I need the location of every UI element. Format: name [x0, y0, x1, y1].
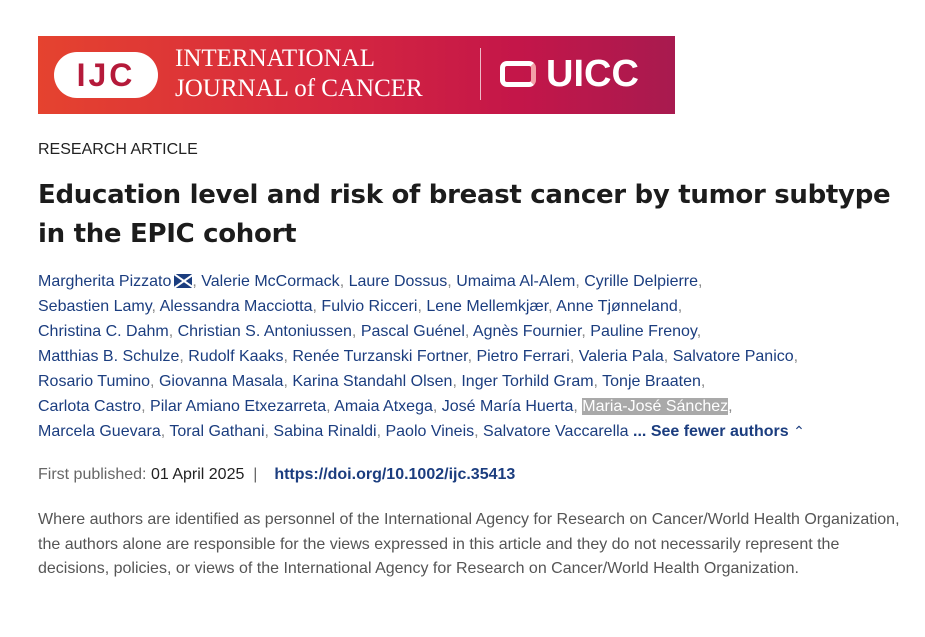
separator: |: [248, 466, 262, 483]
author-link[interactable]: Anne Tjønneland: [556, 298, 678, 315]
envelope-icon[interactable]: [174, 274, 193, 288]
journal-name: INTERNATIONAL JOURNAL of CANCER: [175, 44, 423, 104]
author-link[interactable]: Pascal Guénel: [360, 323, 465, 340]
author-link[interactable]: Marcela Guevara: [38, 423, 161, 440]
author-link[interactable]: Umaima Al-Alem: [456, 273, 576, 290]
author-line: Rosario Tumino, Giovanna Masala, Karina …: [38, 373, 706, 390]
article-type: RESEARCH ARTICLE: [38, 141, 198, 158]
author-link[interactable]: Sabina Rinaldi: [273, 423, 377, 440]
author-link[interactable]: Salvatore Vaccarella: [483, 423, 629, 440]
author-line: Marcela Guevara, Toral Gathani, Sabina R…: [38, 423, 805, 440]
author-link[interactable]: Valerie McCormack: [201, 273, 340, 290]
author-link[interactable]: Inger Torhild Gram: [461, 373, 594, 390]
article-title: Education level and risk of breast cance…: [38, 180, 891, 249]
see-fewer-label: ... See fewer authors: [633, 423, 789, 440]
author-link[interactable]: Lene Mellemkjær: [426, 298, 549, 315]
author-link[interactable]: Rosario Tumino: [38, 373, 151, 390]
uicc-logo: UICC: [500, 48, 639, 100]
author-link[interactable]: Margherita Pizzato: [38, 273, 172, 290]
author-link[interactable]: Sebastien Lamy: [38, 298, 152, 315]
author-link[interactable]: Toral Gathani: [169, 423, 265, 440]
author-link[interactable]: Laure Dossus: [348, 273, 448, 290]
uicc-text: UICC: [546, 53, 639, 95]
author-link[interactable]: Tonje Braaten: [602, 373, 701, 390]
author-link[interactable]: Fulvio Ricceri: [321, 298, 418, 315]
author-line: Margherita Pizzato, Valerie McCormack, L…: [38, 273, 703, 290]
author-link[interactable]: Cyrille Delpierre: [584, 273, 699, 290]
first-published-date: 01 April 2025: [150, 466, 245, 483]
author-link[interactable]: Matthias B. Schulze: [38, 348, 180, 365]
author-link[interactable]: Paolo Vineis: [385, 423, 475, 440]
journal-name-line2: JOURNAL of CANCER: [175, 75, 423, 102]
author-link[interactable]: Karina Standahl Olsen: [292, 373, 453, 390]
author-link[interactable]: Pilar Amiano Etxezarreta: [150, 398, 327, 415]
author-link[interactable]: Agnès Fournier: [472, 323, 582, 340]
author-link[interactable]: Valeria Pala: [578, 348, 664, 365]
author-line: Carlota Castro, Pilar Amiano Etxezarreta…: [38, 398, 733, 415]
see-fewer-authors-button[interactable]: ... See fewer authors ⌃: [633, 423, 805, 440]
author-link[interactable]: Rudolf Kaaks: [188, 348, 284, 365]
author-list: Margherita Pizzato, Valerie McCormack, L…: [38, 269, 918, 444]
ijc-logo: IJC: [54, 52, 158, 98]
chevron-up-icon: ⌃: [793, 423, 805, 439]
author-line: Sebastien Lamy, Alessandra Macciotta, Fu…: [38, 298, 683, 315]
uicc-icon: [500, 61, 536, 87]
author-link[interactable]: Christina C. Dahm: [38, 323, 169, 340]
author-link[interactable]: Pauline Frenoy: [590, 323, 697, 340]
first-published-label: First published:: [38, 466, 147, 483]
journal-name-line1: INTERNATIONAL: [175, 45, 375, 72]
author-link[interactable]: Amaia Atxega: [334, 398, 433, 415]
doi-link[interactable]: https://doi.org/10.1002/ijc.35413: [274, 466, 516, 483]
divider: [480, 48, 481, 100]
author-link[interactable]: José María Huerta: [441, 398, 574, 415]
author-link[interactable]: Alessandra Macciotta: [159, 298, 313, 315]
journal-banner[interactable]: IJC INTERNATIONAL JOURNAL of CANCER UICC: [38, 36, 675, 114]
author-line: Matthias B. Schulze, Rudolf Kaaks, Renée…: [38, 348, 799, 365]
author-link[interactable]: Salvatore Panico: [672, 348, 794, 365]
author-link[interactable]: Carlota Castro: [38, 398, 142, 415]
author-link[interactable]: Renée Turzanski Fortner: [292, 348, 468, 365]
publication-info: First published: 01 April 2025 | https:/…: [38, 466, 515, 484]
author-link[interactable]: Pietro Ferrari: [476, 348, 570, 365]
disclaimer-note: Where authors are identified as personne…: [38, 511, 900, 577]
author-link[interactable]: Maria-José Sánchez: [582, 398, 729, 415]
author-link[interactable]: Christian S. Antoniussen: [177, 323, 352, 340]
author-link[interactable]: Giovanna Masala: [158, 373, 284, 390]
author-line: Christina C. Dahm, Christian S. Antonius…: [38, 323, 702, 340]
